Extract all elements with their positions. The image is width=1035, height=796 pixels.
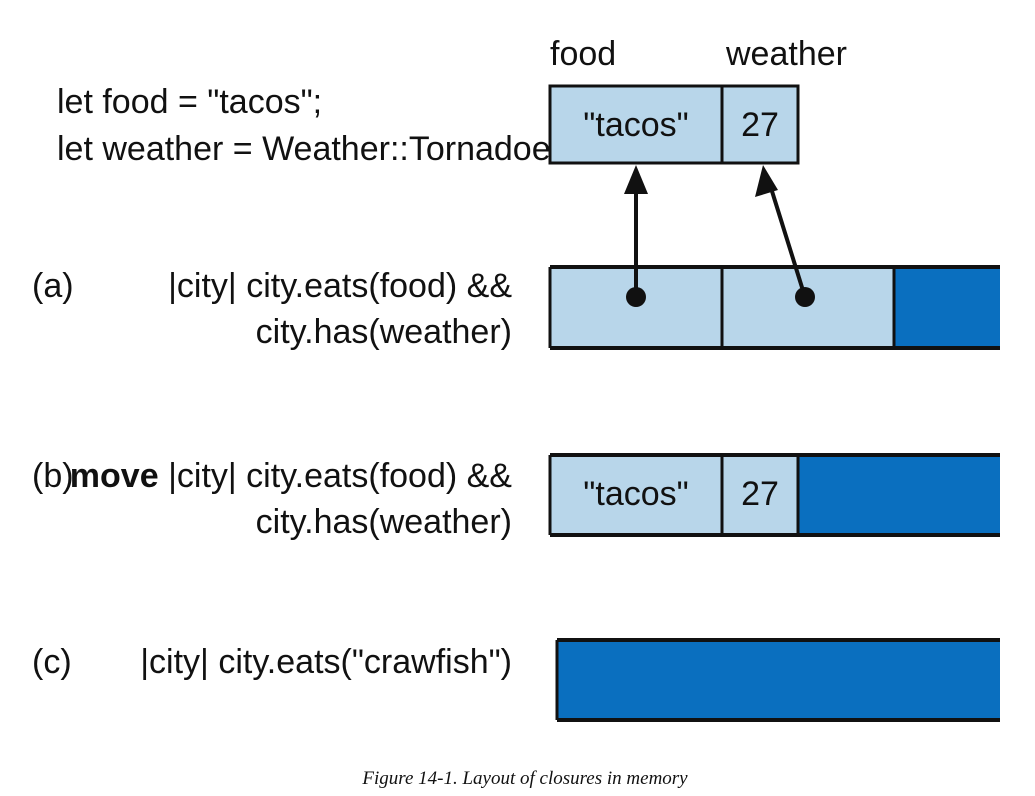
closure-c-code-cell xyxy=(557,640,1000,720)
pointer-food xyxy=(624,165,648,307)
pointer-food-dot xyxy=(626,287,646,307)
closure-a-code-cell xyxy=(894,267,1000,348)
column-header-weather: weather xyxy=(725,35,847,73)
pointer-weather-dot xyxy=(795,287,815,307)
row-b-code-line1-rest: |city| city.eats(food) && xyxy=(159,457,513,495)
closure-a-weather-ref-cell xyxy=(722,267,894,348)
closure-b-code-cell xyxy=(798,455,1000,535)
closure-b-food-cell xyxy=(550,455,722,535)
figure-caption: Figure 14-1. Layout of closures in memor… xyxy=(361,768,688,789)
row-a-code-line2: city.has(weather) xyxy=(256,313,512,351)
row-b-code-line1: move |city| city.eats(food) && xyxy=(70,457,513,495)
row-b-label: (b) xyxy=(32,457,74,495)
closure-a-block xyxy=(548,265,1000,350)
closure-b-food-value: "tacos" xyxy=(583,475,688,513)
move-keyword: move xyxy=(70,457,159,495)
pointer-weather-arrowhead xyxy=(755,165,778,197)
row-b-code-line2: city.has(weather) xyxy=(256,503,512,541)
row-a-label: (a) xyxy=(32,267,74,305)
weather-cell-value: 27 xyxy=(741,106,779,144)
row-c-label: (c) xyxy=(32,643,72,681)
closure-b-block: "tacos" 27 xyxy=(548,453,1000,537)
food-cell-value: "tacos" xyxy=(583,106,688,144)
closure-b-weather-cell xyxy=(722,455,798,535)
column-header-food: food xyxy=(550,35,616,73)
row-a-code-line1: |city| city.eats(food) && xyxy=(168,267,512,305)
closure-b-weather-value: 27 xyxy=(741,475,779,513)
weather-variable-cell xyxy=(720,84,800,165)
food-variable-cell xyxy=(548,84,724,165)
pointer-weather xyxy=(755,165,815,307)
closure-c-block xyxy=(555,638,1000,722)
code-line-weather: let weather = Weather::Tornadoes; xyxy=(57,130,577,168)
code-line-food: let food = "tacos"; xyxy=(57,83,322,121)
variable-cells: "tacos" 27 xyxy=(548,84,800,165)
row-c-code-line1: |city| city.eats("crawfish") xyxy=(140,643,512,681)
pointer-food-arrowhead xyxy=(624,165,648,194)
